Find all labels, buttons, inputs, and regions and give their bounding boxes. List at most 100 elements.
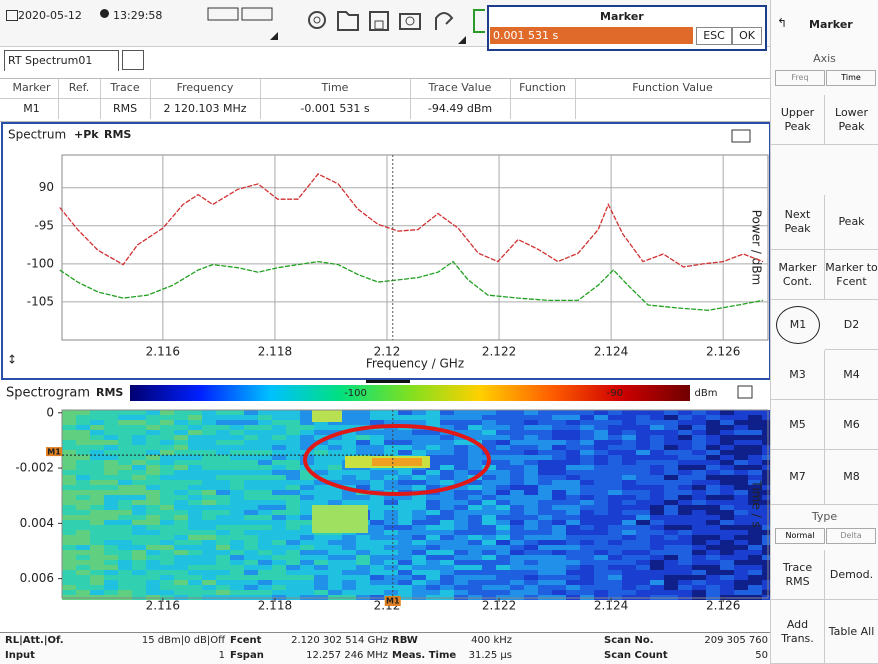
spectrogram-cell	[678, 470, 692, 475]
side-button[interactable]: Trace RMS	[771, 550, 825, 600]
spectrogram-cell	[272, 495, 286, 500]
spectrogram-cell	[356, 580, 370, 585]
spectrogram-cell	[314, 560, 328, 565]
spectrogram-cell	[286, 440, 300, 445]
side-button[interactable]: M6	[825, 400, 878, 450]
spectrogram-cell	[510, 520, 524, 525]
spectrogram-cell	[762, 570, 770, 575]
spectrogram-cell	[706, 465, 720, 470]
spectrogram-cell	[76, 435, 90, 440]
spectrogram-cell	[216, 565, 230, 570]
spectrogram-cell	[286, 460, 300, 465]
spectrogram-cell	[566, 465, 580, 470]
maximize-button[interactable]	[732, 130, 750, 142]
spectrogram-cell	[104, 440, 118, 445]
spectrogram-cell	[552, 565, 566, 570]
spectrogram-cell	[580, 440, 594, 445]
spectrogram-cell	[356, 585, 370, 590]
spectrogram-cell	[440, 500, 454, 505]
side-button[interactable]: Marker to Fcent	[825, 250, 878, 300]
spectrogram-cell	[412, 435, 426, 440]
spectrogram-cell	[426, 560, 440, 565]
spectrogram-cell	[706, 515, 720, 520]
type-option[interactable]: Normal	[775, 528, 825, 544]
side-button[interactable]: M3	[771, 350, 825, 400]
spectrogram-cell	[664, 520, 678, 525]
spectrogram-cell	[258, 415, 272, 420]
side-button[interactable]: Peak	[825, 195, 878, 250]
spectrogram-cell	[664, 420, 678, 425]
type-option[interactable]: Delta	[826, 528, 876, 544]
maximize-button[interactable]	[738, 386, 752, 398]
calendar-icon[interactable]	[6, 10, 18, 21]
spectrogram-cell	[608, 590, 622, 595]
side-button[interactable]: M4	[825, 350, 878, 400]
spectrogram-cell	[580, 510, 594, 515]
spectrogram-cell	[636, 485, 650, 490]
spectrogram-cell	[356, 415, 370, 420]
spectrogram-cell	[160, 500, 174, 505]
side-button[interactable]: M7	[771, 450, 825, 505]
spectrogram-cell	[566, 425, 580, 430]
spectrogram-cell	[328, 425, 342, 430]
spectrogram-cell	[468, 575, 482, 580]
esc-button[interactable]: ESC	[696, 27, 732, 45]
spectrogram-cell	[384, 525, 398, 530]
side-button[interactable]: Marker Cont.	[771, 250, 825, 300]
side-button[interactable]: M1	[776, 306, 820, 344]
spectrogram-cell	[342, 580, 356, 585]
spectrogram-cell	[104, 590, 118, 595]
spectrogram-cell	[496, 550, 510, 555]
spectrogram-cell	[524, 465, 538, 470]
spectrogram-cell	[90, 420, 104, 425]
axis-option[interactable]: Time	[826, 70, 876, 86]
spectrogram-cell	[454, 425, 468, 430]
spectrogram-cell	[202, 545, 216, 550]
spectrogram-cell	[538, 510, 552, 515]
spectrogram-cell	[608, 520, 622, 525]
spectrogram-cell	[244, 495, 258, 500]
spectrogram-cell	[538, 550, 552, 555]
spectrogram-cell	[552, 430, 566, 435]
spectrogram-cell	[468, 465, 482, 470]
spectrogram-cell	[678, 430, 692, 435]
spectrogram-cell	[720, 550, 734, 555]
marker-input[interactable]: 0.001 531 s	[490, 27, 693, 44]
spectrogram-cell	[356, 470, 370, 475]
side-button[interactable]: M5	[771, 400, 825, 450]
spectrogram-cell	[202, 520, 216, 525]
table-cell: RMS	[100, 102, 150, 115]
edit-tab-icon[interactable]	[122, 50, 144, 70]
spectrogram-cell	[608, 585, 622, 590]
ok-button[interactable]: OK	[732, 27, 762, 45]
spectrogram-cell	[636, 555, 650, 560]
y-tick-label: -105	[27, 294, 54, 308]
spectrogram-cell	[664, 590, 678, 595]
side-button[interactable]: Next Peak	[771, 195, 825, 250]
side-button[interactable]: M8	[825, 450, 878, 505]
spectrogram-cell	[230, 545, 244, 550]
spectrogram-cell	[538, 465, 552, 470]
spectrogram-cell	[328, 565, 342, 570]
spectrogram-cell	[118, 590, 132, 595]
spectrogram-cell	[216, 520, 230, 525]
spectrogram-cell	[678, 500, 692, 505]
side-button[interactable]: Lower Peak	[825, 95, 878, 145]
side-button[interactable]: Table All	[825, 600, 878, 664]
axis-option[interactable]: Freq	[775, 70, 825, 86]
spectrogram-cell	[258, 530, 272, 535]
spectrogram-cell	[552, 445, 566, 450]
spectrogram-cell	[62, 410, 76, 415]
spectrogram-cell	[398, 530, 412, 535]
spectrogram-cell	[328, 590, 342, 595]
side-button[interactable]: Upper Peak	[771, 95, 825, 145]
side-button[interactable]: Demod.	[825, 550, 878, 600]
spectrogram-cell	[580, 590, 594, 595]
spectrogram-cell	[118, 575, 132, 580]
tab[interactable]: RT Spectrum01	[4, 50, 119, 71]
toolbar-icons[interactable]	[200, 4, 485, 44]
spectrogram-cell	[230, 410, 244, 415]
side-button[interactable]: Add Trans.	[771, 600, 825, 664]
side-button[interactable]: D2	[825, 300, 878, 350]
spectrogram-cell	[650, 490, 664, 495]
